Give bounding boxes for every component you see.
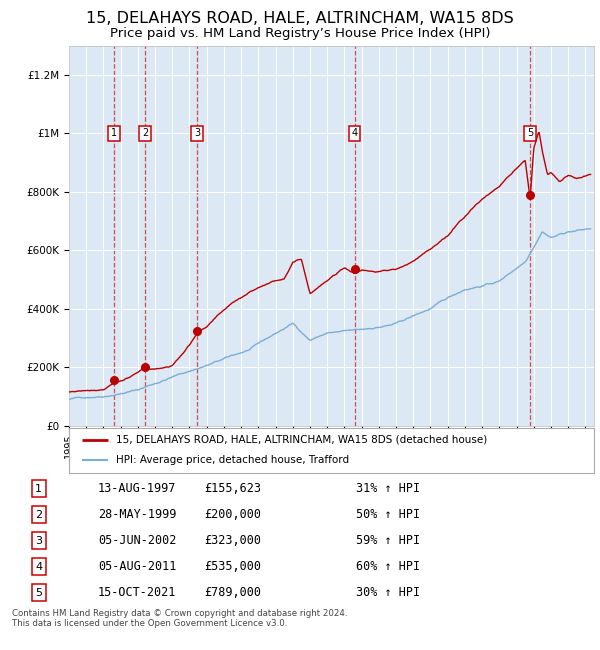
Text: 30% ↑ HPI: 30% ↑ HPI	[356, 586, 421, 599]
Text: 28-MAY-1999: 28-MAY-1999	[98, 508, 176, 521]
Text: 05-JUN-2002: 05-JUN-2002	[98, 534, 176, 547]
Text: 3: 3	[35, 536, 42, 546]
Text: 60% ↑ HPI: 60% ↑ HPI	[356, 560, 421, 573]
Text: HPI: Average price, detached house, Trafford: HPI: Average price, detached house, Traf…	[116, 456, 349, 465]
Text: 59% ↑ HPI: 59% ↑ HPI	[356, 534, 421, 547]
Text: 1: 1	[35, 484, 42, 494]
Text: 5: 5	[35, 588, 42, 598]
Text: Contains HM Land Registry data © Crown copyright and database right 2024.
This d: Contains HM Land Registry data © Crown c…	[12, 609, 347, 629]
Text: 4: 4	[35, 562, 42, 572]
Text: 50% ↑ HPI: 50% ↑ HPI	[356, 508, 421, 521]
Text: 1: 1	[111, 128, 117, 138]
Text: £200,000: £200,000	[205, 508, 262, 521]
Text: 13-AUG-1997: 13-AUG-1997	[98, 482, 176, 495]
Text: 5: 5	[527, 128, 533, 138]
Text: 15, DELAHAYS ROAD, HALE, ALTRINCHAM, WA15 8DS (detached house): 15, DELAHAYS ROAD, HALE, ALTRINCHAM, WA1…	[116, 435, 487, 445]
Text: 2: 2	[142, 128, 148, 138]
Text: 31% ↑ HPI: 31% ↑ HPI	[356, 482, 421, 495]
Text: 05-AUG-2011: 05-AUG-2011	[98, 560, 176, 573]
Text: £323,000: £323,000	[205, 534, 262, 547]
Text: 3: 3	[194, 128, 200, 138]
Text: Price paid vs. HM Land Registry’s House Price Index (HPI): Price paid vs. HM Land Registry’s House …	[110, 27, 490, 40]
Text: 15, DELAHAYS ROAD, HALE, ALTRINCHAM, WA15 8DS: 15, DELAHAYS ROAD, HALE, ALTRINCHAM, WA1…	[86, 11, 514, 26]
Text: 4: 4	[352, 128, 358, 138]
Text: 15-OCT-2021: 15-OCT-2021	[98, 586, 176, 599]
Text: £535,000: £535,000	[205, 560, 262, 573]
Text: £789,000: £789,000	[205, 586, 262, 599]
Text: £155,623: £155,623	[205, 482, 262, 495]
Text: 2: 2	[35, 510, 42, 520]
